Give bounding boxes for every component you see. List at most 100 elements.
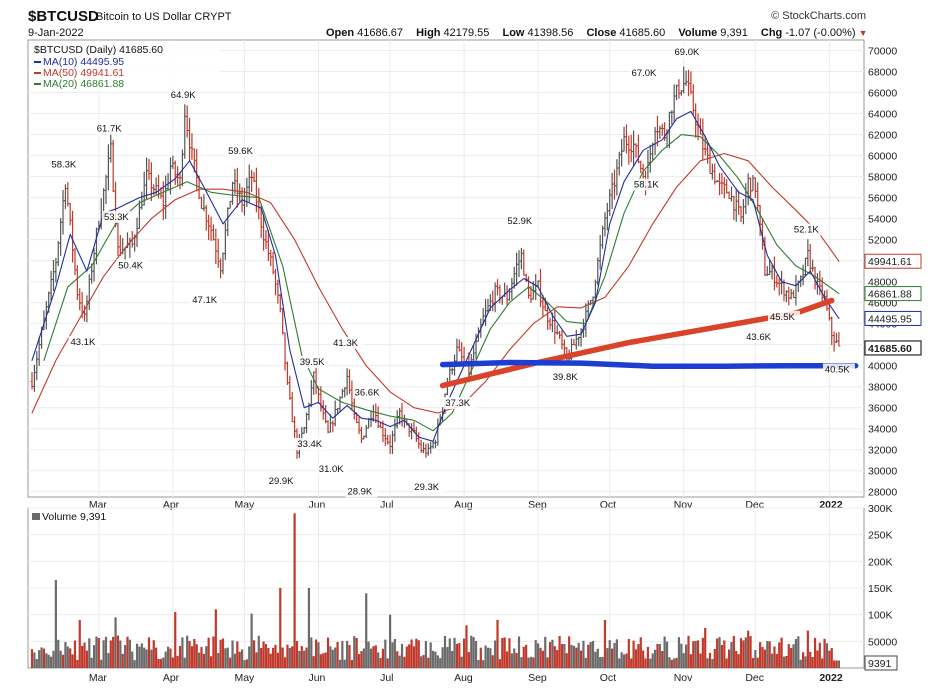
volume-bar (343, 659, 346, 668)
volume-bar (494, 640, 497, 668)
volume-bar (537, 643, 540, 668)
volume-bar (92, 645, 96, 668)
price-panel-frame (27, 39, 865, 498)
price-panel-title: $BTCUSD (Daily) 41685.60 (34, 44, 163, 56)
volume-bar (400, 643, 404, 668)
price-y-tick-label: 30000 (868, 466, 897, 478)
volume-bar (830, 647, 833, 668)
volume-bar (754, 650, 757, 668)
volume-bar (286, 644, 289, 668)
volume-bar (369, 648, 373, 668)
price-annotation-label: 43.1K (71, 337, 96, 348)
volume-bar (283, 657, 287, 668)
volume-bar (661, 651, 664, 668)
volume-bar (770, 653, 774, 668)
volume-bar (319, 654, 322, 668)
price-annotation-label: 67.0K (632, 68, 657, 79)
volume-bar (716, 638, 719, 668)
volume-bar (653, 649, 657, 668)
price-annotation-label: 43.6K (746, 332, 771, 343)
volume-bar (594, 651, 597, 668)
volume-bar (725, 658, 728, 668)
volume-bar (231, 640, 234, 668)
volume-bar (687, 635, 690, 668)
volume-bar (195, 644, 198, 668)
volume-bar (713, 649, 716, 668)
volume-bar (348, 645, 351, 668)
volume-bar (171, 657, 174, 668)
volume-bar (107, 653, 110, 668)
ohlc-readout: Open 41686.67 High 42179.55 Low 41398.56 Cl… (326, 27, 868, 39)
price-annotation-label: 41.3K (333, 338, 358, 349)
volume-bar (329, 646, 332, 668)
volume-bar (381, 648, 385, 668)
volume-bar (680, 643, 683, 668)
volume-bar (532, 657, 535, 668)
volume-bar (737, 654, 740, 668)
volume-bar (467, 652, 470, 668)
volume-bar (665, 641, 669, 668)
volume-bar (57, 639, 60, 668)
volume-bar (112, 636, 115, 668)
volume-bar (147, 637, 151, 668)
price-annotation-label: 59.6K (228, 146, 253, 157)
volume-bar (606, 648, 609, 668)
volume-bar (355, 638, 358, 668)
volume-y-tick-label: 200K (868, 556, 893, 568)
volume-bar (696, 640, 700, 668)
price-annotation-label: 50.4K (118, 260, 143, 271)
x-tick-label: Sep (528, 499, 547, 511)
volume-bar (673, 658, 676, 668)
volume-bar (334, 647, 337, 668)
volume-bar (250, 613, 253, 668)
volume-bar (360, 651, 363, 668)
legend-entry: MA(10) 44495.95 (43, 56, 124, 68)
volume-bar (833, 660, 836, 668)
volume-bar (317, 642, 320, 668)
volume-bar (312, 656, 315, 668)
volume-bar (534, 640, 537, 668)
volume-bar (458, 642, 461, 668)
volume-bar (276, 652, 279, 668)
volume-bar (398, 655, 401, 668)
x-tick-label: Apr (163, 499, 180, 511)
close-label: Close (586, 27, 617, 39)
change-label: Chg (760, 27, 783, 39)
volume-bar (260, 648, 263, 668)
volume-bar (556, 649, 559, 668)
volume-bar (460, 656, 463, 668)
volume-x-tick-label: Apr (163, 672, 180, 684)
volume-bar (128, 639, 131, 668)
volume-bar (837, 660, 841, 668)
volume-bar (33, 652, 36, 668)
volume-y-tick-label: 250K (868, 530, 893, 542)
price-y-tick-label: 32000 (868, 445, 897, 457)
volume-bar (658, 644, 661, 668)
volume-bar (298, 650, 301, 668)
price-y-tick-label: 70000 (868, 46, 897, 58)
price-annotation-label: 40.5K (825, 364, 850, 375)
value-tag-text: 46861.88 (868, 289, 912, 301)
volume-bar (403, 656, 406, 668)
annotation-bg (352, 386, 385, 399)
volume-bar (539, 647, 542, 668)
volume-bar (269, 653, 272, 668)
volume-bar (785, 655, 788, 668)
volume-bar (73, 640, 77, 668)
annotation-bg (629, 67, 662, 80)
annotation-bg (767, 310, 800, 323)
annotation-bg (94, 122, 127, 135)
legend-entry: MA(20) 46861.88 (43, 78, 124, 90)
volume-bar (391, 642, 394, 668)
right-value-tag: 46861.88 (864, 286, 922, 302)
volume-bar (627, 638, 630, 668)
volume-bar (243, 660, 246, 668)
volume-bar (704, 628, 707, 668)
x-tick-label: Dec (745, 499, 764, 511)
low-label: Low (502, 27, 525, 39)
volume-bar (288, 647, 291, 668)
volume-bar (439, 658, 442, 668)
volume-bar (255, 652, 258, 668)
volume-bar (541, 650, 544, 668)
volume-bar (694, 640, 697, 668)
